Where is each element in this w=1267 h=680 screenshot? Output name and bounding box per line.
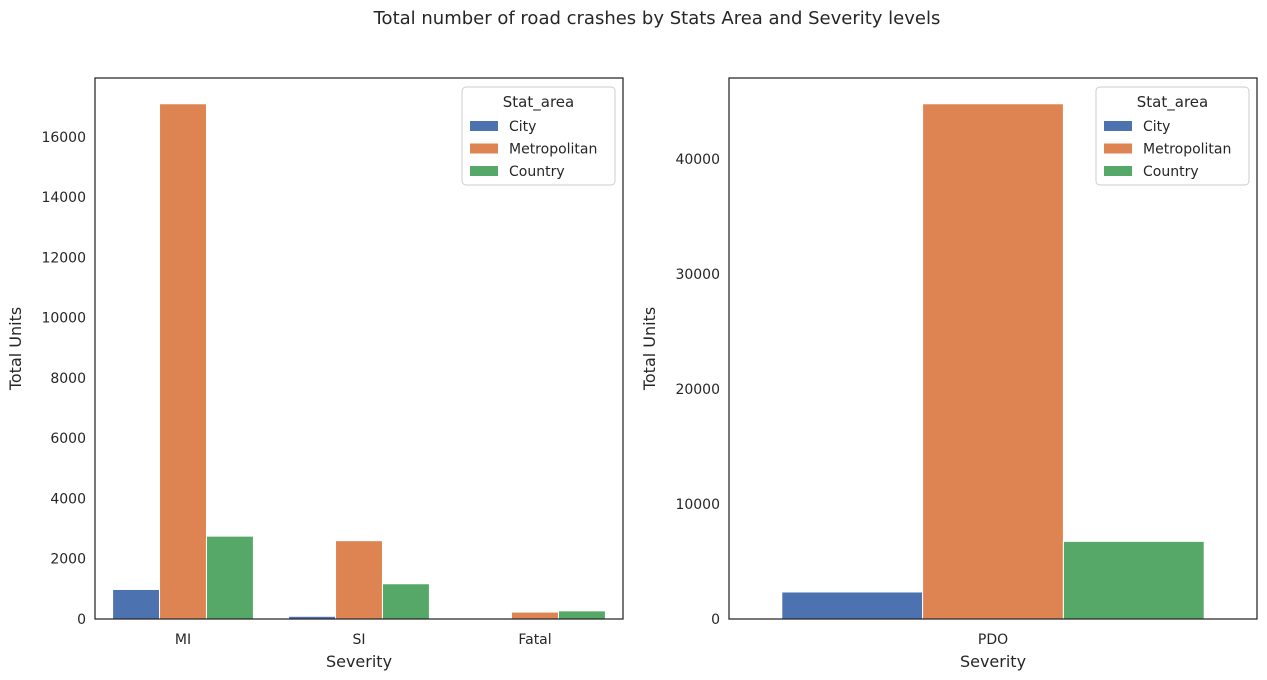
y-tick-label: 16000 <box>41 130 86 146</box>
legend-box <box>1095 86 1250 186</box>
y-tick-label: 4000 <box>50 491 86 507</box>
bar-pdo-metropolitan <box>922 103 1064 620</box>
x-axis-label: Severity <box>326 652 392 671</box>
bar-mi-city <box>112 588 161 620</box>
figure-title: Total number of road crashes by Stats Ar… <box>373 8 941 29</box>
legend-swatch-country <box>470 166 498 176</box>
y-tick-label: 14000 <box>41 190 86 206</box>
bar-mi-metropolitan <box>159 103 207 620</box>
bar-pdo-country <box>1062 540 1205 620</box>
legend-label-metropolitan: Metropolitan <box>509 142 597 158</box>
x-tick-label: SI <box>352 632 365 648</box>
bar-pdo-city <box>781 591 924 620</box>
y-tick-label: 40000 <box>675 152 720 168</box>
legend: Stat_area City Metropolitan Country <box>1095 86 1250 186</box>
y-tick-label: 20000 <box>675 382 720 398</box>
legend-title: Stat_area <box>503 93 574 112</box>
y-tick-label: 2000 <box>50 552 86 568</box>
x-tick-label: Fatal <box>518 632 551 648</box>
y-tick-label: 30000 <box>675 267 720 283</box>
legend-label-country: Country <box>1143 164 1199 180</box>
y-tick-label: 10000 <box>675 497 720 513</box>
legend-swatch-country <box>1104 166 1132 176</box>
legend-swatch-city <box>1104 121 1132 131</box>
bar-si-metropolitan <box>335 540 383 620</box>
bar-mi-country <box>205 535 254 620</box>
bar-si-country <box>381 583 430 620</box>
y-tick-label: 12000 <box>41 250 86 266</box>
bar-fatal-metropolitan <box>511 611 559 620</box>
legend-title: Stat_area <box>1137 93 1208 112</box>
x-tick-label: MI <box>175 632 191 648</box>
legend-label-country: Country <box>509 164 565 180</box>
y-axis-label: Total Units <box>6 307 25 391</box>
legend: Stat_area City Metropolitan Country <box>461 86 616 186</box>
legend-label-city: City <box>509 119 536 135</box>
y-tick-label: 10000 <box>41 311 86 327</box>
y-tick-label: 6000 <box>50 431 86 447</box>
y-tick-label: 0 <box>711 612 720 628</box>
legend-label-city: City <box>1143 119 1170 135</box>
y-tick-label: 0 <box>77 612 86 628</box>
legend-swatch-metropolitan <box>470 143 498 154</box>
y-axis-label: Total Units <box>640 307 659 391</box>
axes-frame <box>728 77 1258 620</box>
legend-label-metropolitan: Metropolitan <box>1143 142 1231 158</box>
x-tick-label: PDO <box>978 632 1008 648</box>
chart-right: 0 10000 20000 30000 40000 PDO Severity Total Un… <box>640 77 1258 671</box>
legend-swatch-metropolitan <box>1104 143 1132 154</box>
chart-left: 0 2000 4000 6000 8000 10000 12000 14000 16000 MI S… <box>6 77 624 671</box>
axes-frame <box>94 77 624 620</box>
legend-swatch-city <box>470 121 498 131</box>
legend-box <box>461 86 616 186</box>
bar-fatal-country <box>557 610 606 620</box>
y-tick-label: 8000 <box>50 371 86 387</box>
x-axis-label: Severity <box>960 652 1026 671</box>
